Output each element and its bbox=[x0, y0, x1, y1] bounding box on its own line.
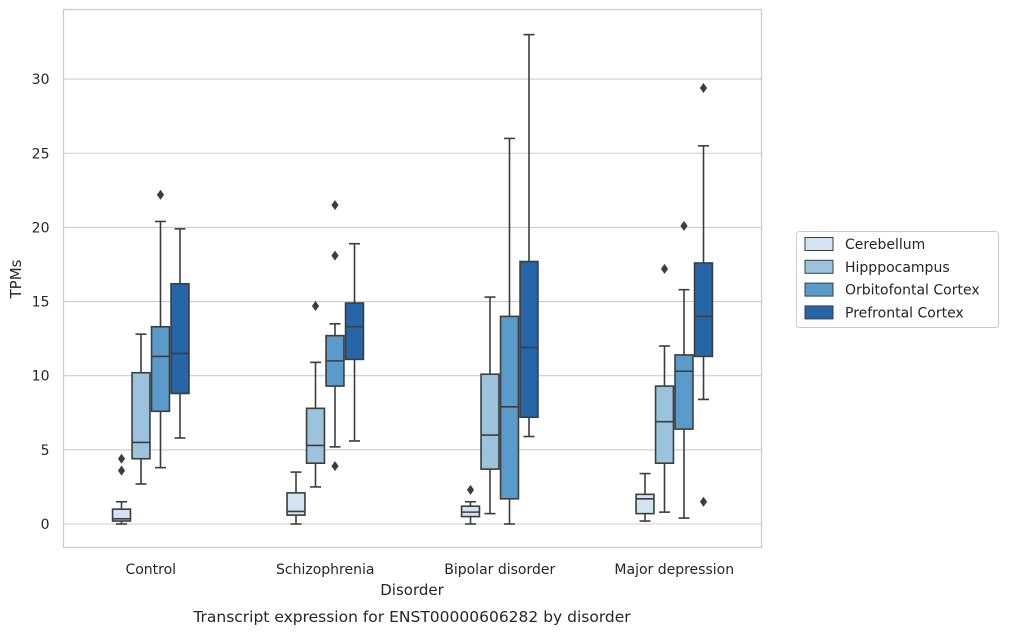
legend-swatch bbox=[804, 282, 834, 297]
y-tick-label: 15 bbox=[32, 295, 50, 311]
outlier-point bbox=[311, 300, 320, 311]
outlier-point bbox=[156, 189, 165, 200]
box-plot bbox=[674, 220, 694, 519]
x-axis-label: Disorder bbox=[380, 581, 444, 599]
box-plot bbox=[635, 472, 655, 522]
boxes bbox=[111, 33, 714, 525]
outlier-point bbox=[660, 263, 669, 274]
box-plot bbox=[170, 228, 190, 439]
box bbox=[131, 371, 151, 460]
y-tick-label: 10 bbox=[32, 369, 50, 385]
x-tick-label: Schizophrenia bbox=[276, 562, 374, 578]
box-plot bbox=[693, 82, 714, 507]
series-prefrontal-cortex bbox=[170, 33, 714, 507]
x-axis-ticks: Control Schizophrenia Bipolar disorder Majo… bbox=[125, 562, 734, 578]
y-axis-label: TPMs bbox=[7, 259, 25, 299]
box bbox=[286, 492, 306, 516]
legend-swatch bbox=[804, 237, 834, 251]
box-plot bbox=[480, 296, 500, 515]
legend-label: Hipppocampus bbox=[845, 260, 950, 276]
box-plot bbox=[654, 263, 675, 513]
series-orbitofontal-cortex bbox=[150, 137, 694, 525]
outlier-point bbox=[699, 496, 708, 507]
y-tick-label: 0 bbox=[41, 517, 50, 533]
box bbox=[693, 262, 714, 358]
box bbox=[674, 354, 694, 430]
box-plot bbox=[305, 300, 326, 488]
box bbox=[519, 260, 539, 419]
outlier-point bbox=[466, 484, 475, 495]
box-plot bbox=[111, 453, 132, 525]
box bbox=[111, 508, 132, 522]
box-plot bbox=[460, 484, 481, 525]
box-plot bbox=[286, 471, 306, 525]
box bbox=[170, 282, 190, 395]
figure-caption: Transcript expression for ENST0000060628… bbox=[192, 608, 631, 626]
box-plot bbox=[344, 242, 365, 442]
box bbox=[654, 385, 675, 464]
outlier-point bbox=[699, 82, 708, 93]
x-tick-label: Control bbox=[125, 562, 176, 578]
series-cerebellum bbox=[111, 453, 655, 525]
box bbox=[480, 373, 500, 470]
box bbox=[344, 302, 365, 361]
legend-swatch bbox=[804, 305, 834, 320]
outlier-point bbox=[117, 465, 126, 476]
legend-frame bbox=[796, 231, 999, 328]
outlier-point bbox=[680, 220, 688, 231]
box-plot bbox=[325, 200, 345, 472]
box bbox=[305, 407, 326, 464]
y-tick-label: 30 bbox=[32, 72, 50, 88]
x-tick-label: Bipolar disorder bbox=[444, 562, 555, 578]
outlier-point bbox=[117, 453, 126, 464]
box-plot bbox=[499, 137, 520, 525]
y-tick-label: 25 bbox=[32, 146, 50, 162]
y-tick-label: 5 bbox=[41, 443, 50, 459]
y-axis-ticks: 0 5 10 15 20 25 30 bbox=[32, 72, 50, 533]
legend-label: Cerebellum bbox=[845, 237, 925, 253]
legend-swatch bbox=[804, 259, 834, 274]
box bbox=[150, 325, 171, 413]
y-tick-label: 20 bbox=[32, 220, 50, 236]
outlier-point bbox=[331, 250, 339, 261]
legend-label: Orbitofontal Cortex bbox=[845, 283, 980, 299]
legend-label: Prefrontal Cortex bbox=[845, 305, 964, 321]
legend: Cerebellum Hipppocampus Orbitofontal Corte… bbox=[796, 231, 999, 328]
plot-area-frame bbox=[62, 8, 763, 549]
box bbox=[635, 493, 655, 515]
x-tick-label: Major depression bbox=[614, 562, 734, 578]
series-hipppocampus bbox=[131, 263, 675, 515]
outlier-point bbox=[331, 461, 339, 472]
outlier-point bbox=[331, 200, 339, 211]
box-plot bbox=[131, 333, 151, 485]
box-plot bbox=[519, 33, 539, 438]
box-plot bbox=[150, 189, 171, 469]
legend-items: Cerebellum Hipppocampus Orbitofontal Corte… bbox=[804, 237, 980, 321]
